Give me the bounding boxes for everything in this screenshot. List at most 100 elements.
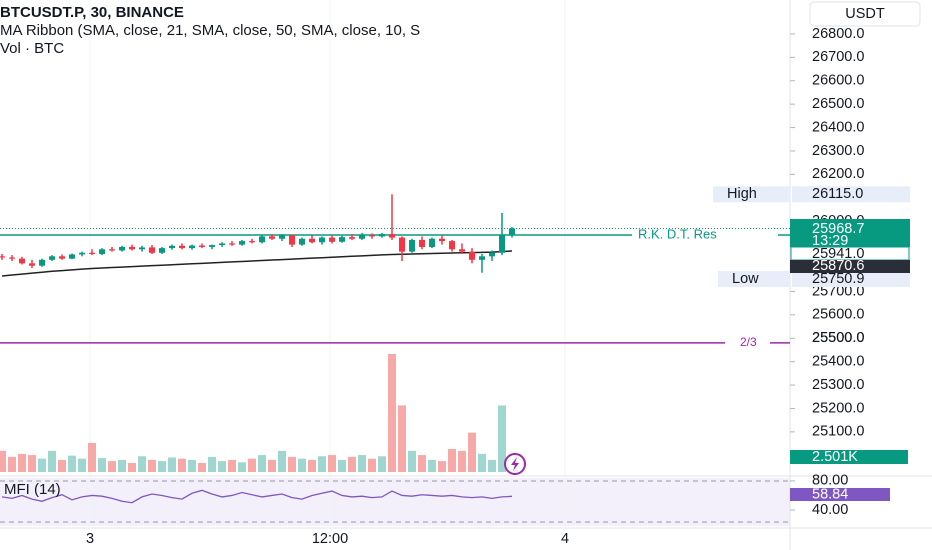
candle-body [259, 236, 265, 243]
icon-bolt [511, 457, 519, 471]
level-label: 25500.0 [812, 330, 864, 346]
volume-bar [338, 459, 346, 472]
low-value: 25750.9 [812, 271, 864, 287]
volume-bar [448, 449, 456, 472]
volume-bar [278, 450, 286, 472]
y-tick-label: 25500.0 [812, 330, 864, 346]
volume-value: 2.501K [812, 449, 858, 465]
candle-body [289, 235, 295, 245]
countdown: 13:29 [812, 233, 848, 249]
candle-body [49, 256, 55, 260]
volume-bar [458, 450, 466, 472]
y-tick-label: 26600.0 [812, 73, 864, 89]
candle-body [339, 237, 345, 242]
candle-body [409, 239, 415, 252]
indicator-label: Vol · BTC [0, 40, 64, 57]
volume-bar [248, 458, 256, 472]
candle-body [439, 238, 445, 242]
candle-body [189, 245, 195, 249]
volume-bar [28, 455, 36, 472]
volume-bar [418, 455, 426, 472]
ma-value: 25870.6 [812, 258, 864, 274]
volume-bar [378, 456, 386, 472]
candle-body [349, 237, 355, 239]
candle-body [139, 247, 145, 250]
resistance-name: R.K. D.T. Res [638, 226, 717, 241]
mfi-last-box [790, 488, 890, 501]
candle-body [129, 246, 135, 250]
volume-bar [168, 457, 176, 472]
volume-bar [428, 459, 436, 472]
ma-box [790, 260, 910, 273]
candle-body [469, 251, 475, 260]
y-tick-label: 25300.0 [812, 377, 864, 393]
candle-body [429, 238, 435, 247]
candle-body [19, 258, 25, 264]
volume-bar [408, 450, 416, 472]
volume-bar [358, 455, 366, 472]
candle-body [109, 249, 115, 251]
volume-bar [498, 405, 506, 472]
volume-bar [78, 458, 86, 472]
y-tick-label: 25100.0 [812, 424, 864, 440]
y-tick-label: 26500.0 [812, 96, 864, 112]
volume-bar [398, 405, 406, 472]
last-price: 25968.7 [812, 221, 864, 237]
indicator-label: MA Ribbon (SMA, close, 21, SMA, close, 5… [0, 22, 420, 39]
candle-body [279, 235, 285, 239]
plot [0, 0, 790, 528]
high-value: 26115.0 [812, 186, 863, 202]
volume-bar [238, 462, 246, 472]
candle-body [309, 238, 315, 243]
currency-button[interactable] [809, 1, 921, 27]
mfi-pane [0, 478, 790, 526]
volume-bar [108, 461, 116, 472]
candle-body [0, 256, 5, 258]
volume-bar [18, 453, 26, 472]
volume-bar [368, 458, 376, 472]
candle-body [369, 235, 375, 237]
candle-body [99, 249, 105, 254]
candle-body [89, 252, 95, 254]
y-tick-label: 26800.0 [812, 26, 864, 42]
volume-icon[interactable] [504, 453, 526, 475]
candle-body [229, 243, 235, 245]
candle-body [299, 238, 305, 245]
candle-body [39, 259, 45, 266]
low-name: Low [732, 271, 759, 287]
volume-bar [208, 456, 216, 472]
candle-body [249, 241, 255, 243]
candle-body [219, 243, 225, 246]
candle-body [489, 252, 495, 257]
candle-body [59, 256, 65, 259]
volume-bar [328, 455, 336, 472]
candle-body [459, 249, 465, 252]
x-tick-label: 12:00 [312, 531, 348, 547]
mfi-tick-label: 80.00 [812, 473, 848, 489]
volume-bar [48, 450, 56, 472]
volume-bar [478, 453, 486, 472]
candle-body [149, 247, 155, 253]
volume-bar [88, 442, 96, 472]
candle-body [239, 241, 245, 245]
x-tick-label: 3 [86, 531, 94, 547]
candle-body [419, 239, 425, 247]
y-tick-label: 26400.0 [812, 119, 864, 135]
candle-body [79, 252, 85, 255]
volume-bar [488, 459, 496, 472]
y-tick-label: 25200.0 [812, 400, 864, 416]
chart-title: BTCUSDT.P, 30, BINANCE [0, 4, 184, 21]
volume-bar [158, 461, 166, 472]
volume-bar [8, 456, 16, 472]
volume-bar [38, 458, 46, 472]
candle-body [359, 235, 365, 239]
volume-bar [258, 455, 266, 472]
volume-bar [318, 456, 326, 472]
candle-body [319, 237, 325, 243]
volume-box [790, 450, 908, 464]
mfi-line [1, 489, 513, 504]
candle-body [269, 236, 275, 239]
candle-body [179, 245, 185, 249]
volume-bar [178, 458, 186, 472]
